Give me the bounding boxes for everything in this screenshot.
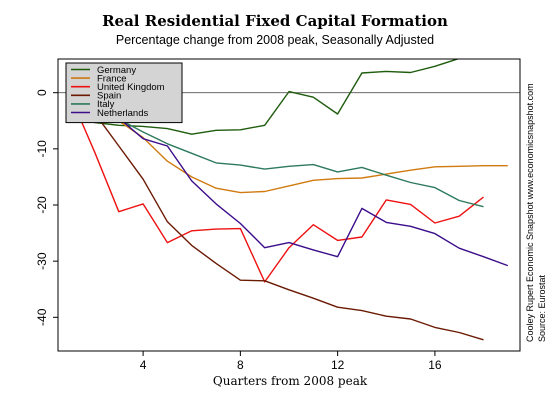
y-tick-label: -20	[35, 196, 49, 214]
legend-entry: Spain	[97, 91, 121, 102]
y-tick-label: -30	[35, 252, 49, 270]
y-tick-label: -10	[35, 140, 49, 158]
source-label: Source: Eurostat	[537, 274, 547, 342]
series-line-netherlands	[69, 94, 509, 267]
legend-entry: France	[97, 73, 127, 84]
chart-title: Real Residential Fixed Capital Formation	[102, 12, 448, 30]
x-tick-label: 4	[140, 358, 147, 372]
series-line-united-kingdom	[69, 95, 484, 283]
series-line-france	[69, 96, 508, 194]
series-layer	[69, 59, 509, 341]
y-tick-label: 0	[35, 89, 49, 96]
series-line-spain	[69, 93, 484, 341]
source-note: Cooley Rupert Economic Snapshot www.econ…	[525, 83, 535, 342]
y-tick-label: -40	[35, 308, 49, 326]
x-tick-label: 16	[428, 358, 442, 372]
legend-entry: Italy	[97, 99, 115, 110]
legend-entry: Germany	[97, 65, 136, 76]
axis-layer: 4 8 12 16 0 -10 -20 -30 -40	[35, 89, 442, 372]
x-tick-label: 12	[331, 358, 345, 372]
series-line-italy	[69, 93, 484, 208]
legend-entry: Netherlands	[97, 108, 148, 119]
x-tick-label: 8	[237, 358, 244, 372]
legend-entry: United Kingdom	[97, 82, 165, 93]
series-line-germany	[69, 59, 461, 135]
x-axis-title: Quarters from 2008 peak	[213, 374, 368, 388]
chart-subtitle: Percentage change from 2008 peak, Season…	[116, 33, 434, 47]
